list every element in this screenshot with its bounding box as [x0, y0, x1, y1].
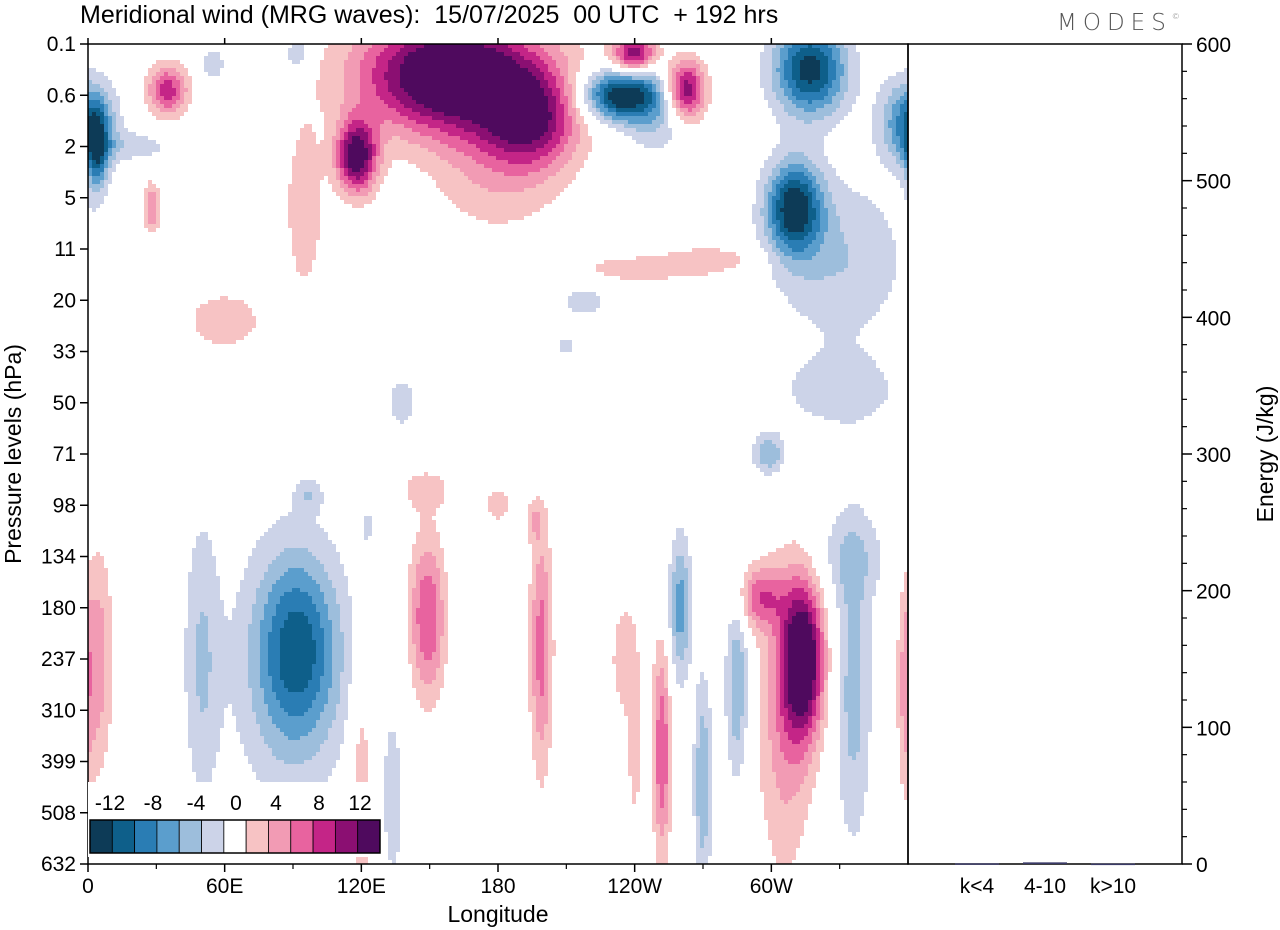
- y-tick-label: 399: [41, 751, 76, 774]
- colorbar-swatch: [201, 819, 225, 854]
- heatmap-plot: [88, 44, 908, 864]
- energy-bar-plot: 0 100 200 300 400 500 600 k<4 4-10 k>10 Energy (J/…: [955, 34, 1278, 898]
- x-tick-label: 120W: [607, 875, 662, 898]
- x-axis-title: Longitude: [447, 901, 548, 927]
- y-axis-title: Pressure levels (hPa): [0, 344, 26, 564]
- colorbar-swatch: [111, 819, 136, 854]
- energy-tick-label: 400: [1196, 307, 1231, 330]
- y-tick-label: 50: [53, 392, 76, 415]
- colorbar-swatch: [245, 819, 269, 854]
- heatmap-band: [88, 56, 820, 232]
- y-tick-label: 180: [41, 597, 76, 620]
- energy-bar: [1091, 863, 1135, 866]
- energy-tick-label: 200: [1196, 581, 1231, 604]
- y-tick-label: 310: [41, 699, 76, 722]
- energy-bar: [955, 863, 999, 865]
- energy-axis-title: Energy (J/kg): [1252, 386, 1278, 523]
- y-tick-label: 71: [53, 443, 76, 466]
- energy-category-label: k>10: [1090, 875, 1136, 898]
- y-tick-label: 20: [53, 289, 76, 312]
- colorbar-label: -12: [95, 792, 125, 815]
- x-tick-label: 180: [480, 875, 515, 898]
- x-tick-label: 0: [82, 875, 94, 898]
- y-tick-label: 237: [41, 648, 76, 671]
- x-tick-label: 120E: [337, 875, 386, 898]
- colorbar-swatch: [357, 819, 381, 854]
- y-tick-label: 0.6: [47, 84, 76, 107]
- heatmap-band: [88, 44, 908, 864]
- axes: 0.1 0.6 2 5 11 20 33 50 71 98 134 180 237 310 399 508 63…: [0, 33, 1183, 927]
- colorbar-swatch: [223, 819, 247, 854]
- colorbar-label: 0: [230, 792, 242, 815]
- colorbar-label: 8: [313, 792, 325, 815]
- energy-category-label: k<4: [960, 875, 995, 898]
- colorbar-label: 12: [348, 792, 371, 815]
- colorbar-label: -4: [187, 792, 206, 815]
- y-tick-label: 98: [53, 494, 76, 517]
- logo-mark: ©: [1171, 12, 1180, 21]
- energy-tick-label: 600: [1196, 34, 1231, 57]
- logo-text: MODES: [1057, 10, 1172, 36]
- bar-frame: [907, 43, 1183, 865]
- heatmap-band: [88, 44, 908, 864]
- colorbar-swatch: [290, 819, 314, 854]
- y-tick-label: 33: [53, 341, 76, 364]
- energy-tick-label: 500: [1196, 171, 1231, 194]
- colorbar-label: -8: [144, 792, 163, 815]
- x-tick-label: 60E: [206, 875, 243, 898]
- y-tick-label: 0.1: [47, 33, 76, 56]
- x-tick-label: 60W: [750, 875, 793, 898]
- y-tick-label: 5: [64, 187, 76, 210]
- colorbar: -12 -8 -4 0 4 8 12: [88, 782, 382, 857]
- colorbar-frame: [89, 819, 381, 854]
- y-tick-label: 134: [41, 546, 76, 569]
- colorbar-swatch: [156, 819, 180, 854]
- heatmap-cells: [88, 44, 908, 864]
- energy-category-label: 4-10: [1024, 875, 1066, 898]
- colorbar-swatch: [334, 819, 359, 854]
- colorbar-swatch: [89, 819, 113, 854]
- y-tick-label: 508: [41, 802, 76, 825]
- y-tick-label: 632: [41, 853, 76, 876]
- y-tick-label: 11: [54, 238, 76, 261]
- colorbar-swatch: [268, 819, 292, 854]
- chart-title: Meridional wind (MRG waves): 15/07/2025 …: [80, 1, 779, 29]
- colorbar-label: 4: [270, 792, 282, 815]
- y-tick-label: 2: [64, 136, 76, 159]
- energy-tick-label: 0: [1196, 854, 1208, 877]
- colorbar-swatch: [178, 819, 202, 854]
- energy-bar: [1023, 862, 1067, 864]
- energy-tick-label: 100: [1196, 717, 1231, 740]
- modes-logo: MODES©: [1057, 10, 1180, 36]
- colorbar-swatch: [312, 819, 336, 854]
- colorbar-swatch: [134, 819, 158, 854]
- energy-tick-label: 300: [1196, 444, 1231, 467]
